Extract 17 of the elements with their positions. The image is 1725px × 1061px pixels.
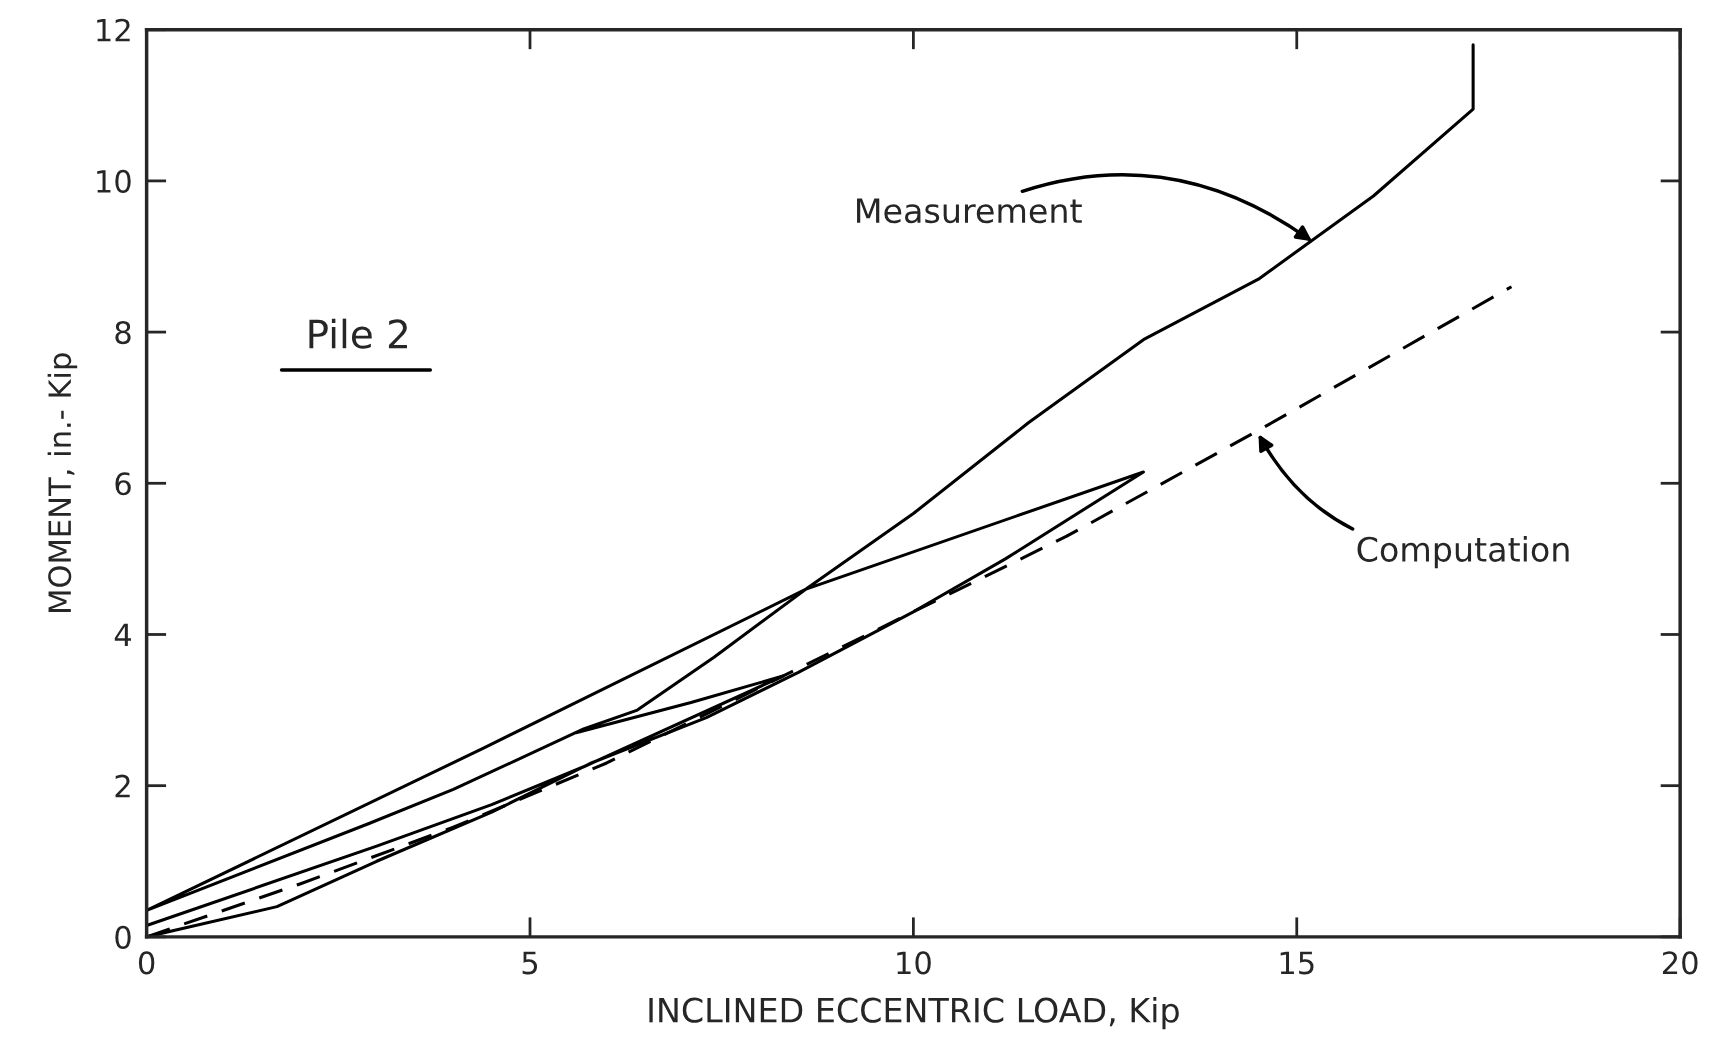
annotation: Pile 2 (309, 318, 407, 349)
y-tick-label: 12 (97, 18, 130, 42)
y-tick-label: 6 (115, 472, 131, 496)
annotation: Measurement (857, 198, 1082, 224)
y-tick-label: 10 (97, 169, 131, 193)
annotation: Computation (1357, 536, 1569, 569)
y-tick-label: 0 (115, 925, 131, 949)
x-tick-label: 10 (897, 951, 931, 975)
x-tick-label: 5 (522, 951, 538, 975)
x-tick-label: 0 (138, 951, 155, 975)
x-tick-label: 20 (1662, 951, 1698, 975)
y-tick-label: 4 (114, 623, 132, 647)
x-tick-label: 15 (1280, 951, 1314, 975)
y-axis-title: MOMENT, in.- Kip (47, 353, 78, 612)
x-axis-title: INCLINED ECCENTRIC LOAD, Kip (649, 996, 1179, 1030)
y-tick-label: 8 (115, 321, 131, 345)
y-tick-label: 2 (115, 774, 130, 798)
